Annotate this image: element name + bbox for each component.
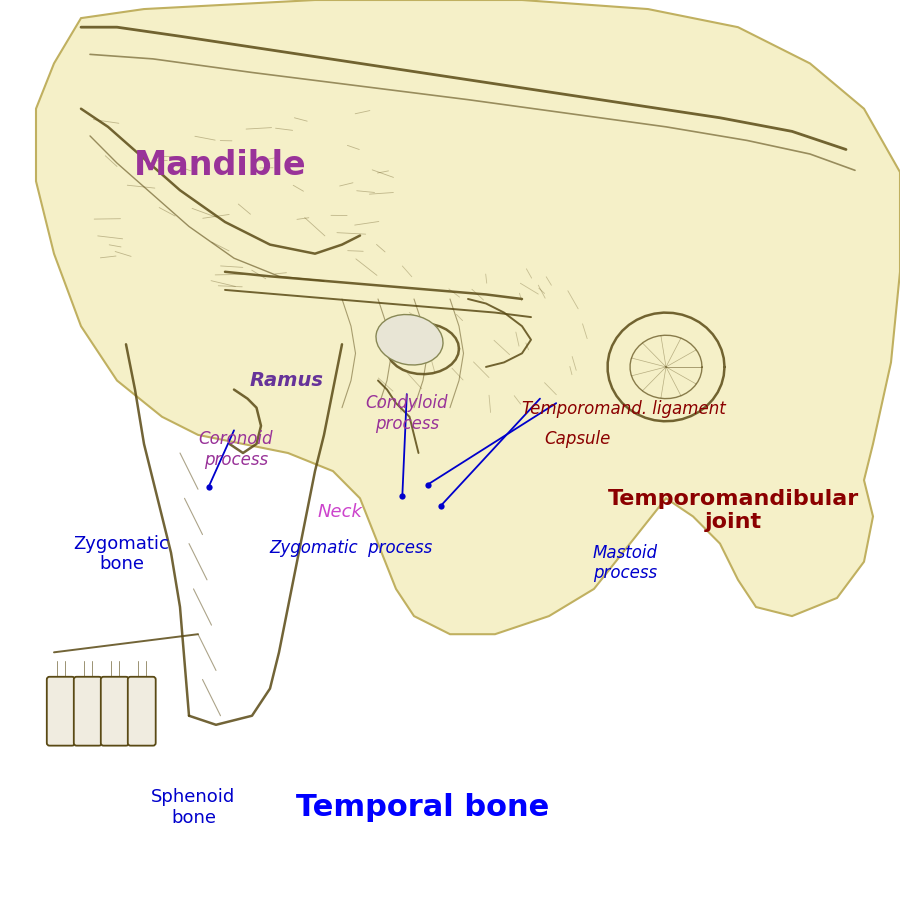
Text: Zygomatic
bone: Zygomatic bone (74, 535, 169, 573)
Ellipse shape (376, 314, 443, 365)
Text: Sphenoid
bone: Sphenoid bone (151, 788, 236, 827)
FancyBboxPatch shape (101, 677, 129, 746)
Text: Condyloid
process: Condyloid process (365, 394, 448, 433)
FancyBboxPatch shape (128, 677, 156, 746)
Text: Ramus: Ramus (249, 371, 323, 390)
Text: Coronoid
process: Coronoid process (199, 430, 273, 469)
Text: Mastoid
process: Mastoid process (593, 544, 658, 583)
Text: Temporomand. ligament: Temporomand. ligament (522, 400, 725, 419)
Text: Temporal bone: Temporal bone (296, 793, 550, 822)
Text: Zygomatic  process: Zygomatic process (269, 539, 433, 557)
Text: Temporomandibular
joint: Temporomandibular joint (608, 489, 859, 533)
Text: Mandible: Mandible (134, 149, 307, 182)
Text: Neck: Neck (318, 503, 363, 521)
Polygon shape (36, 0, 900, 634)
FancyBboxPatch shape (74, 677, 102, 746)
FancyBboxPatch shape (47, 677, 75, 746)
Text: Capsule: Capsule (544, 430, 611, 448)
